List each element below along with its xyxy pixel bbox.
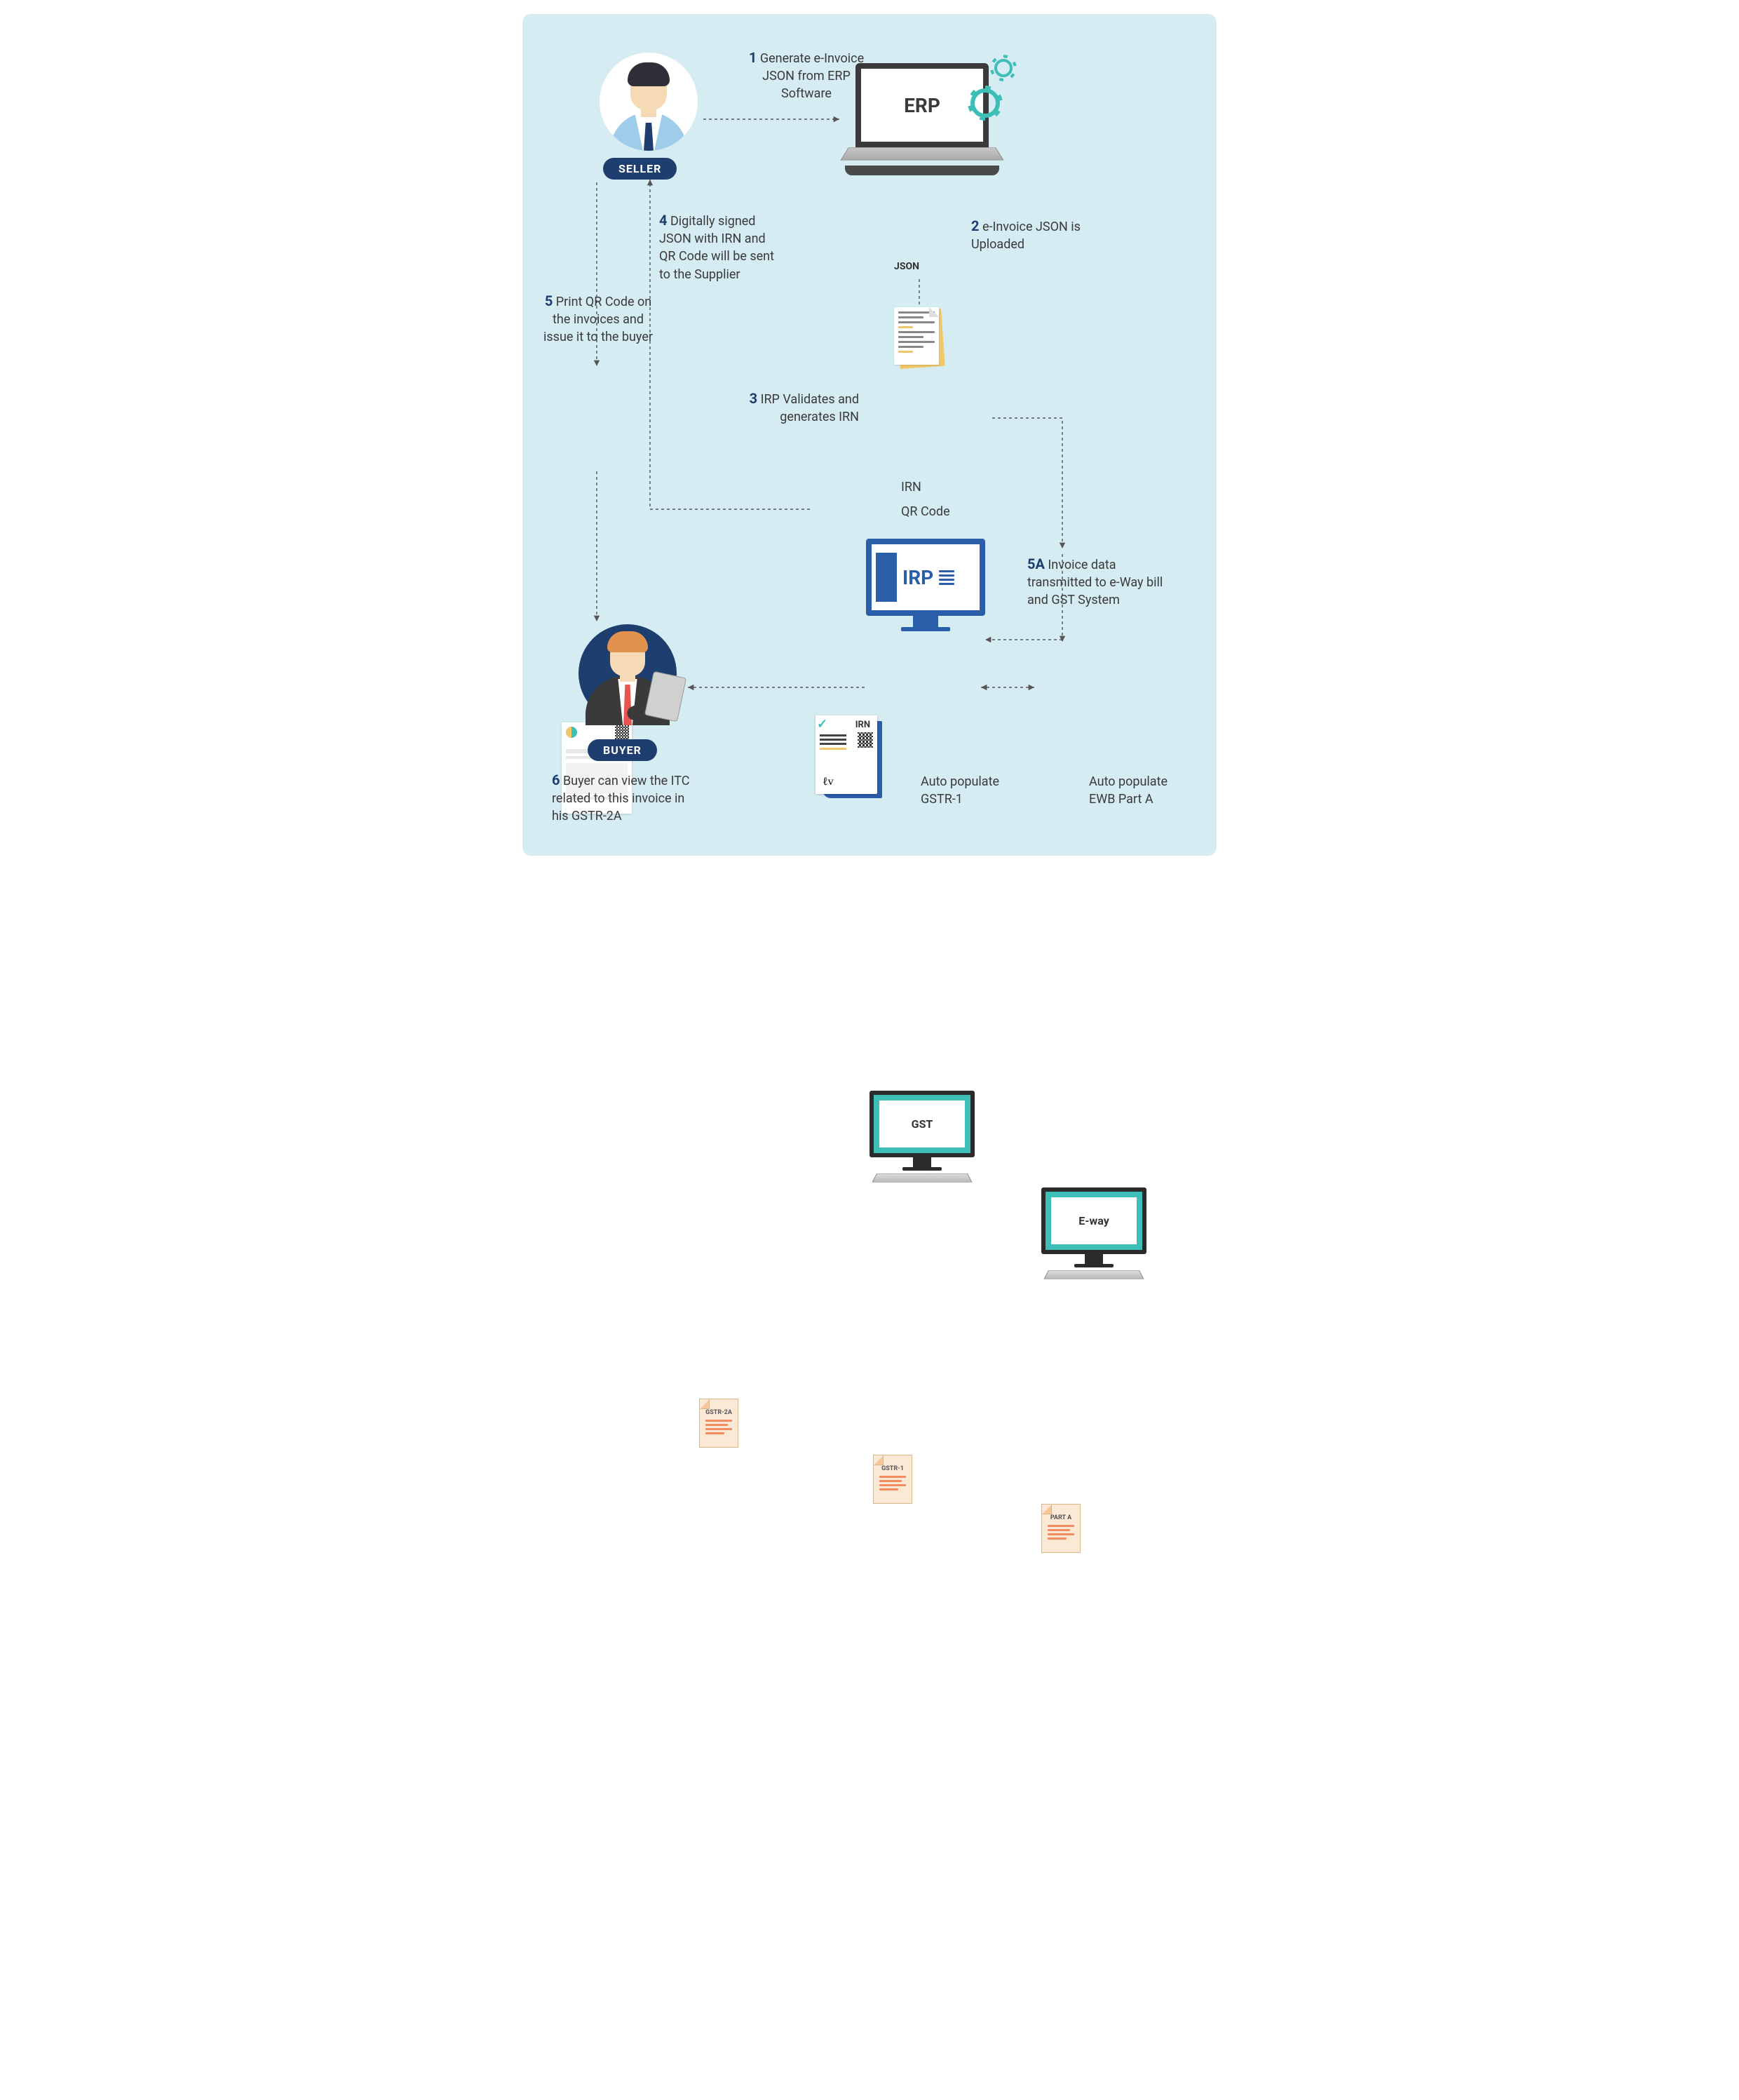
erp-laptop-icon: ERP (845, 63, 999, 175)
json-doc-label: JSON (894, 261, 919, 272)
step-4-label: 4 Digitally signed JSON with IRN and QR … (659, 210, 778, 283)
eway-monitor-icon: E-way (1041, 1187, 1146, 1284)
step-6-label: 6 Buyer can view the ITC related to this… (552, 770, 699, 826)
qr-code-label: QR Code (901, 503, 950, 520)
eway-label: E-way (1051, 1197, 1137, 1244)
parta-caption: Auto populate EWB Part A (1089, 773, 1187, 808)
buyer-avatar (578, 624, 677, 722)
seller-badge: SELLER (603, 158, 677, 180)
parta-doc-icon: PART A (1041, 1504, 1081, 1553)
step-2-label: 2 e-Invoice JSON is Uploaded (971, 216, 1097, 253)
json-doc-icon (894, 307, 943, 369)
seller-avatar (600, 53, 698, 151)
irp-label: IRP (902, 566, 933, 589)
step-5a-label: 5A Invoice data transmitted to e-Way bil… (1027, 554, 1168, 610)
gstr1-caption: Auto populate GSTR-1 (921, 773, 1012, 808)
step-3-label: 3 IRP Validates and generates IRN (733, 389, 859, 426)
irp-monitor-icon: IRP (866, 539, 985, 631)
gst-label: GST (879, 1101, 965, 1147)
gstr1-doc-icon: GSTR-1 (873, 1455, 912, 1504)
gst-monitor-icon: GST (870, 1091, 975, 1187)
diagram-canvas: SELLER 1 Generate e-Invoice JSON from ER… (522, 14, 1217, 856)
buyer-badge: BUYER (588, 739, 657, 761)
irn-label: IRN (901, 478, 950, 496)
step-5-label: 5 Print QR Code on the invoices and issu… (542, 291, 654, 346)
erp-label: ERP (904, 94, 940, 117)
arrow-a3_out (992, 418, 1062, 548)
gstr2a-doc-icon: GSTR-2A (699, 1399, 738, 1448)
irn-doc-icon: ✓ IRN ℓv (816, 715, 886, 800)
